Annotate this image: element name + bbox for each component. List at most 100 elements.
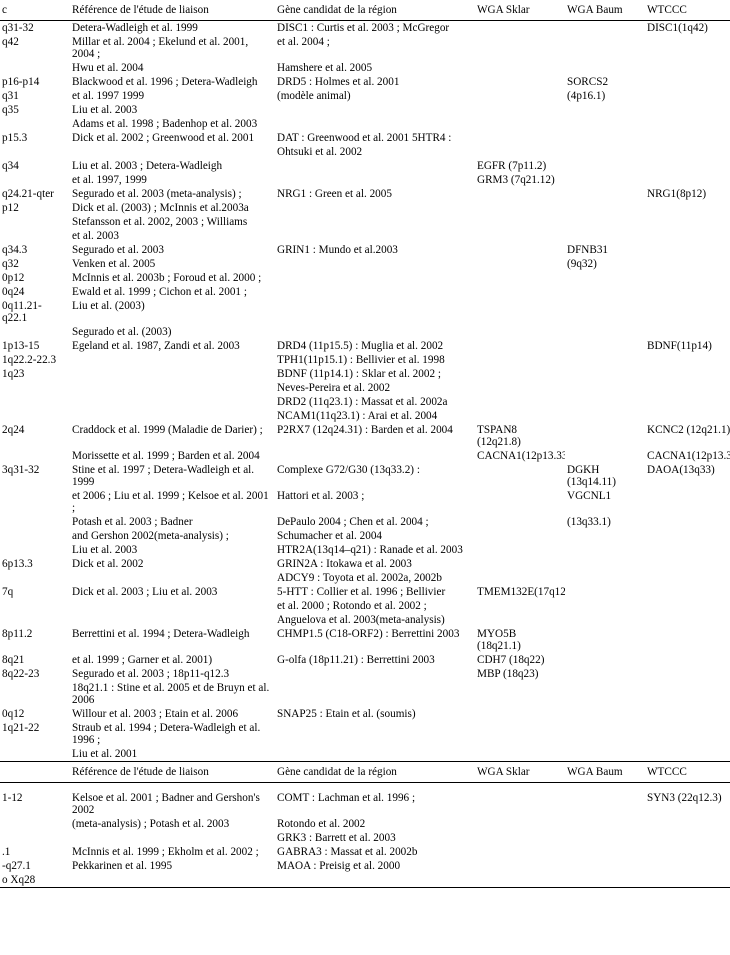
table-row: Liu et al. 2001 xyxy=(0,747,730,762)
cell xyxy=(645,353,730,367)
cell: Ohtsuki et al. 2002 xyxy=(275,145,475,159)
cell xyxy=(475,381,565,395)
cell xyxy=(645,215,730,229)
table-body-a: q31-32Detera-Wadleigh et al. 1999DISC1 :… xyxy=(0,21,730,762)
cell xyxy=(275,117,475,131)
table-row: -q27.1Pekkarinen et al. 1995MAOA : Preis… xyxy=(0,859,730,873)
cell xyxy=(645,707,730,721)
cell: TPH1(11p15.1) : Bellivier et al. 1998 xyxy=(275,353,475,367)
cell xyxy=(70,145,275,159)
cell xyxy=(565,271,645,285)
cell xyxy=(275,873,475,888)
cell xyxy=(0,543,70,557)
cell: DAOA(13q33) xyxy=(645,463,730,489)
cell xyxy=(565,845,645,859)
cell: DRD4 (11p15.5) : Muglia et al. 2002 xyxy=(275,339,475,353)
cell: G-olfa (18p11.21) : Berrettini 2003 xyxy=(275,653,475,667)
cell xyxy=(645,145,730,159)
table-row: q35Liu et al. 2003 xyxy=(0,103,730,117)
cell: Pekkarinen et al. 1995 xyxy=(70,859,275,873)
cell xyxy=(0,817,70,831)
cell: (modèle animal) xyxy=(275,89,475,103)
cell xyxy=(0,395,70,409)
cell: Liu et al. 2001 xyxy=(70,747,275,762)
table-row: q34.3Segurado et al. 2003GRIN1 : Mundo e… xyxy=(0,243,730,257)
cell xyxy=(475,285,565,299)
table-row: q34Liu et al. 2003 ; Detera-WadleighEGFR… xyxy=(0,159,730,173)
cell: et al. 1999 ; Garner et al. 2001) xyxy=(70,653,275,667)
cell xyxy=(645,229,730,243)
cell xyxy=(645,395,730,409)
cell xyxy=(645,653,730,667)
cell xyxy=(645,367,730,381)
cell xyxy=(475,489,565,515)
table-row: 7qDick et al. 2003 ; Liu et al. 20035-HT… xyxy=(0,585,730,599)
cell xyxy=(275,299,475,325)
cell xyxy=(565,571,645,585)
cell xyxy=(565,325,645,339)
table-row: 1q21-22Straub et al. 1994 ; Detera-Wadle… xyxy=(0,721,730,747)
cell xyxy=(475,571,565,585)
cell xyxy=(0,571,70,585)
cell: p15.3 xyxy=(0,131,70,145)
cell xyxy=(565,35,645,61)
table-row: q32Venken et al. 2005(9q32) xyxy=(0,257,730,271)
cell xyxy=(0,215,70,229)
cell xyxy=(275,747,475,762)
table-row: Adams et al. 1998 ; Badenhop et al. 2003 xyxy=(0,117,730,131)
cell xyxy=(565,791,645,817)
cell xyxy=(645,859,730,873)
cell xyxy=(275,681,475,707)
cell xyxy=(0,613,70,627)
cell xyxy=(645,131,730,145)
cell xyxy=(475,187,565,201)
cell: GABRA3 : Massat et al. 2002b xyxy=(275,845,475,859)
table-row: 1p13-15Egeland et al. 1987, Zandi et al.… xyxy=(0,339,730,353)
cell xyxy=(0,449,70,463)
cell xyxy=(0,381,70,395)
cell xyxy=(475,395,565,409)
table-row: 2q24Craddock et al. 1999 (Maladie de Dar… xyxy=(0,423,730,449)
cell xyxy=(475,271,565,285)
hdr-ref: Référence de l'étude de liaison xyxy=(70,0,275,21)
table-body-b: 1-12Kelsoe et al. 2001 ; Badner and Gers… xyxy=(0,783,730,888)
cell: DePaulo 2004 ; Chen et al. 2004 ; xyxy=(275,515,475,529)
cell xyxy=(565,667,645,681)
cell: NRG1 : Green et al. 2005 xyxy=(275,187,475,201)
table-row: Ohtsuki et al. 2002 xyxy=(0,145,730,159)
header-row: c Référence de l'étude de liaison Gène c… xyxy=(0,0,730,21)
table-row: et al. 1997, 1999GRM3 (7q21.12) xyxy=(0,173,730,187)
cell xyxy=(565,859,645,873)
cell xyxy=(475,21,565,36)
table-row: 6p13.3Dick et al. 2002GRIN2A : Itokawa e… xyxy=(0,557,730,571)
cell: q34 xyxy=(0,159,70,173)
cell xyxy=(70,613,275,627)
cell xyxy=(645,845,730,859)
cell xyxy=(565,381,645,395)
cell xyxy=(475,873,565,888)
table-row: p15.3Dick et al. 2002 ; Greenwood et al.… xyxy=(0,131,730,145)
cell xyxy=(0,599,70,613)
cell xyxy=(565,61,645,75)
cell: et al. 1997, 1999 xyxy=(70,173,275,187)
cell xyxy=(475,145,565,159)
cell xyxy=(275,229,475,243)
cell xyxy=(645,75,730,89)
cell: 5-HTT : Collier et al. 1996 ; Bellivier xyxy=(275,585,475,599)
table-row: Liu et al. 2003HTR2A(13q14–q21) : Ranade… xyxy=(0,543,730,557)
cell xyxy=(475,103,565,117)
cell xyxy=(475,859,565,873)
cell xyxy=(70,353,275,367)
cell xyxy=(475,339,565,353)
table-row: 8q21et al. 1999 ; Garner et al. 2001)G-o… xyxy=(0,653,730,667)
cell xyxy=(70,367,275,381)
cell: 3q31-32 xyxy=(0,463,70,489)
cell: DRD5 : Holmes et al. 2001 xyxy=(275,75,475,89)
cell: et al. 2004 ; xyxy=(275,35,475,61)
cell xyxy=(275,325,475,339)
table-row: et al. 2003 xyxy=(0,229,730,243)
cell xyxy=(645,489,730,515)
cell xyxy=(275,449,475,463)
table-row: ADCY9 : Toyota et al. 2002a, 2002b xyxy=(0,571,730,585)
cell xyxy=(645,201,730,215)
